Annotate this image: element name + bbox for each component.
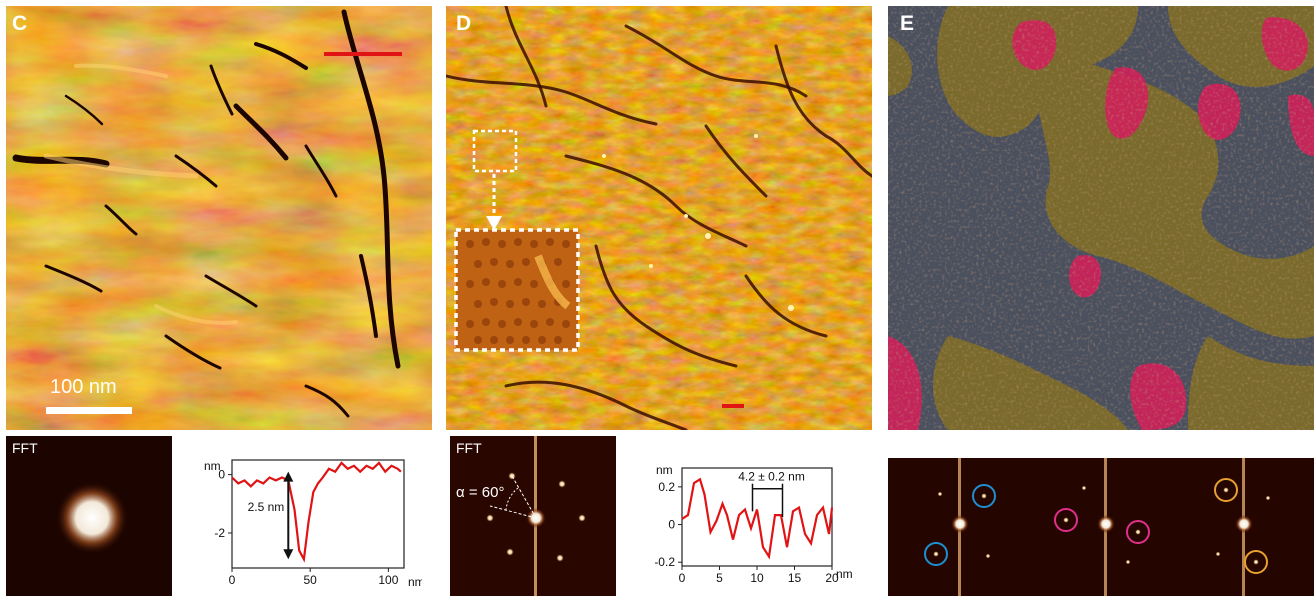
depth-annotation: 2.5 nm [248,500,285,514]
y-unit-label: nm [656,463,673,477]
x-tick-label: 10 [750,571,764,585]
panel-c-height-profile: 0 50 100 0 -2 2.5 nm nm nm [204,459,422,589]
panel-c-red-marker [324,52,402,56]
panel-c-fft-image [6,436,172,596]
panel-c-scale-bar [46,407,132,414]
fft-circle-blue-1 [972,484,996,508]
plot-frame [231,459,405,569]
panel-c-scale-label: 100 nm [50,376,117,398]
panel-d-afm-image [446,6,872,430]
fft-circle-orange-2 [1244,550,1268,574]
panel-d-zoom-inset [454,228,580,352]
fft-circle-magenta-2 [1126,520,1150,544]
profile-line [681,477,834,560]
y-unit-label: nm [204,459,221,473]
x-tick-label: 100 [378,573,398,587]
panel-d-zoom-arrow [486,174,502,230]
panel-c-letter: C [12,12,28,35]
period-bracket [751,483,784,517]
period-annotation: 4.2 ± 0.2 nm [738,470,805,484]
x-tick-label: 0 [679,571,686,585]
panel-e-letter: E [900,12,915,35]
x-tick-label: 20 [825,571,839,585]
panel-d-letter: D [456,12,472,35]
panel-e-domain-map [888,6,1314,430]
panel-d-fft-label: FFT [456,440,482,456]
x-tick-label: 0 [229,573,236,587]
x-tick-label: 15 [788,571,802,585]
x-unit-label: nm [408,575,422,589]
panel-d-fft-image [450,436,616,596]
x-unit-label: nm [836,567,853,581]
y-tick-label: 0 [218,468,225,482]
profile-line [231,461,402,563]
x-tick-label: 50 [304,573,318,587]
y-tick-label: -2 [214,526,225,540]
panel-d-height-profile: 0 5 10 15 20 0.2 0 -0.2 4.2 ± 0.2 nm nm nm [654,463,853,585]
panel-e-fft-image [888,458,1314,596]
panel-d-red-marker [722,404,744,408]
y-tick-label: 0 [668,518,675,532]
y-tick-label: -0.2 [654,555,675,569]
fft-circle-blue-2 [924,542,948,566]
y-tick-label: 0.2 [658,480,675,494]
fft-circle-magenta-1 [1054,508,1078,532]
depth-arrow [283,471,294,560]
panel-d-roi-box [472,129,518,173]
panel-c-afm-image [6,6,432,430]
fft-circle-orange-1 [1214,478,1238,502]
panel-c-fft-label: FFT [12,440,38,456]
panel-d-fft-angle: α = 60° [456,484,505,501]
x-tick-label: 5 [716,571,723,585]
